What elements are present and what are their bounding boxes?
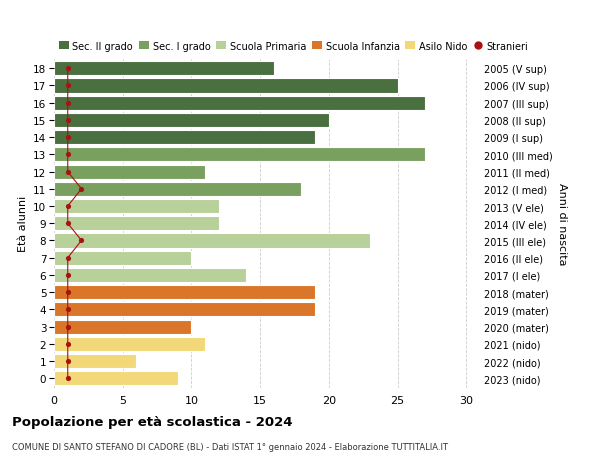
Bar [54, 114, 329, 128]
Bar [54, 62, 274, 76]
Point [63, 203, 73, 210]
Bar [54, 337, 205, 351]
Point [63, 66, 73, 73]
Point [63, 151, 73, 159]
Point [63, 254, 73, 262]
Point [63, 83, 73, 90]
Point [63, 306, 73, 313]
Point [77, 186, 86, 193]
Bar [54, 200, 219, 213]
Point [63, 272, 73, 279]
Bar [54, 217, 219, 231]
Bar [54, 268, 247, 282]
Bar [54, 354, 136, 368]
Bar [54, 371, 178, 386]
Point [63, 168, 73, 176]
Bar [54, 79, 398, 93]
Point [63, 220, 73, 228]
Y-axis label: Anni di nascita: Anni di nascita [557, 183, 567, 265]
Bar [54, 320, 191, 334]
Bar [54, 148, 425, 162]
Bar [54, 165, 205, 179]
Point [77, 237, 86, 245]
Bar [54, 182, 301, 196]
Point [63, 117, 73, 124]
Point [63, 289, 73, 296]
Bar [54, 131, 315, 145]
Point [63, 134, 73, 141]
Point [63, 323, 73, 330]
Text: COMUNE DI SANTO STEFANO DI CADORE (BL) - Dati ISTAT 1° gennaio 2024 - Elaborazio: COMUNE DI SANTO STEFANO DI CADORE (BL) -… [12, 442, 448, 451]
Text: Popolazione per età scolastica - 2024: Popolazione per età scolastica - 2024 [12, 415, 293, 428]
Legend: Sec. II grado, Sec. I grado, Scuola Primaria, Scuola Infanzia, Asilo Nido, Stran: Sec. II grado, Sec. I grado, Scuola Prim… [59, 42, 529, 51]
Point [63, 375, 73, 382]
Bar [54, 96, 425, 111]
Bar [54, 302, 315, 317]
Point [63, 358, 73, 365]
Bar [54, 285, 315, 300]
Y-axis label: Età alunni: Età alunni [17, 196, 28, 252]
Point [63, 100, 73, 107]
Bar [54, 234, 370, 248]
Point [63, 341, 73, 348]
Bar [54, 251, 191, 265]
